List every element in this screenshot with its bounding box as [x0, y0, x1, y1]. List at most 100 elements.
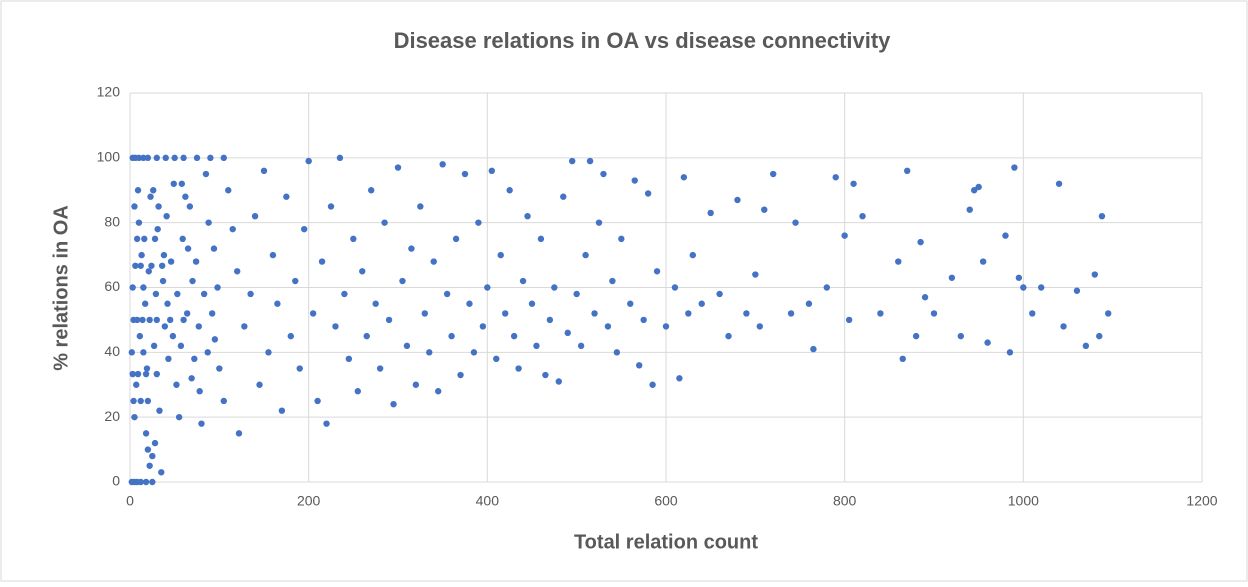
point [430, 258, 437, 265]
point [318, 258, 326, 265]
point [220, 397, 227, 405]
point [167, 316, 174, 324]
point [225, 187, 232, 194]
point [207, 154, 214, 162]
point [470, 349, 478, 356]
point [301, 225, 308, 233]
point [376, 365, 384, 372]
y-tick-label: 40 [104, 343, 120, 359]
point [162, 154, 169, 162]
point [135, 154, 143, 162]
point [671, 284, 679, 291]
point [1105, 310, 1112, 317]
point [421, 310, 428, 317]
point [149, 452, 156, 460]
point [506, 187, 513, 194]
point [332, 323, 339, 330]
point [141, 300, 149, 307]
point [524, 212, 531, 220]
point [153, 154, 160, 162]
point [177, 342, 185, 350]
point [1060, 323, 1067, 330]
point [174, 290, 181, 298]
point [484, 284, 491, 291]
point [966, 206, 973, 213]
point [133, 316, 141, 324]
point [137, 262, 144, 269]
point [948, 274, 956, 281]
point [160, 251, 168, 259]
point [895, 258, 902, 265]
point [1096, 332, 1103, 340]
point [1082, 342, 1090, 350]
point [183, 310, 191, 317]
point [152, 290, 160, 298]
point [528, 300, 536, 307]
point [412, 381, 420, 388]
point [613, 349, 621, 356]
point [131, 413, 138, 421]
point [752, 271, 759, 278]
point [180, 316, 187, 324]
point [140, 349, 147, 356]
point [256, 381, 263, 388]
point [417, 203, 424, 210]
point [247, 290, 254, 298]
point [131, 203, 138, 210]
point [971, 187, 978, 194]
x-tick-label: 0 [126, 493, 134, 509]
point [475, 219, 482, 226]
point [636, 362, 643, 369]
point [640, 316, 647, 324]
point [345, 355, 353, 363]
point [210, 245, 218, 252]
point [1029, 310, 1036, 317]
point [689, 251, 696, 259]
point [198, 420, 205, 427]
point [662, 323, 670, 330]
point [161, 323, 169, 330]
point [644, 190, 652, 197]
point [984, 339, 991, 346]
y-tick-label: 80 [104, 213, 120, 229]
point [805, 300, 813, 307]
point [1098, 212, 1106, 220]
point [1073, 287, 1081, 294]
point [564, 329, 571, 337]
point [173, 381, 180, 388]
point [457, 371, 464, 379]
point [573, 290, 580, 298]
chart-title: Disease relations in OA vs disease conne… [394, 28, 892, 53]
point [975, 183, 982, 191]
point [169, 332, 177, 340]
point [205, 219, 212, 226]
point [770, 170, 777, 178]
point [341, 290, 348, 298]
point [165, 355, 172, 363]
point [1020, 284, 1027, 291]
point [167, 258, 175, 265]
point [787, 310, 795, 317]
point [129, 370, 136, 378]
point [761, 206, 768, 213]
point [792, 219, 799, 226]
point [278, 407, 286, 414]
point [265, 349, 272, 356]
point [260, 167, 268, 174]
point [182, 193, 189, 200]
point [519, 277, 527, 285]
point [832, 174, 839, 181]
point [466, 300, 473, 307]
point [163, 212, 170, 220]
point [292, 277, 299, 285]
point [823, 284, 830, 291]
point [354, 388, 361, 395]
point [154, 225, 161, 233]
point [140, 154, 147, 162]
point [569, 157, 576, 165]
point [448, 332, 455, 340]
point [193, 154, 201, 162]
point [497, 251, 504, 259]
